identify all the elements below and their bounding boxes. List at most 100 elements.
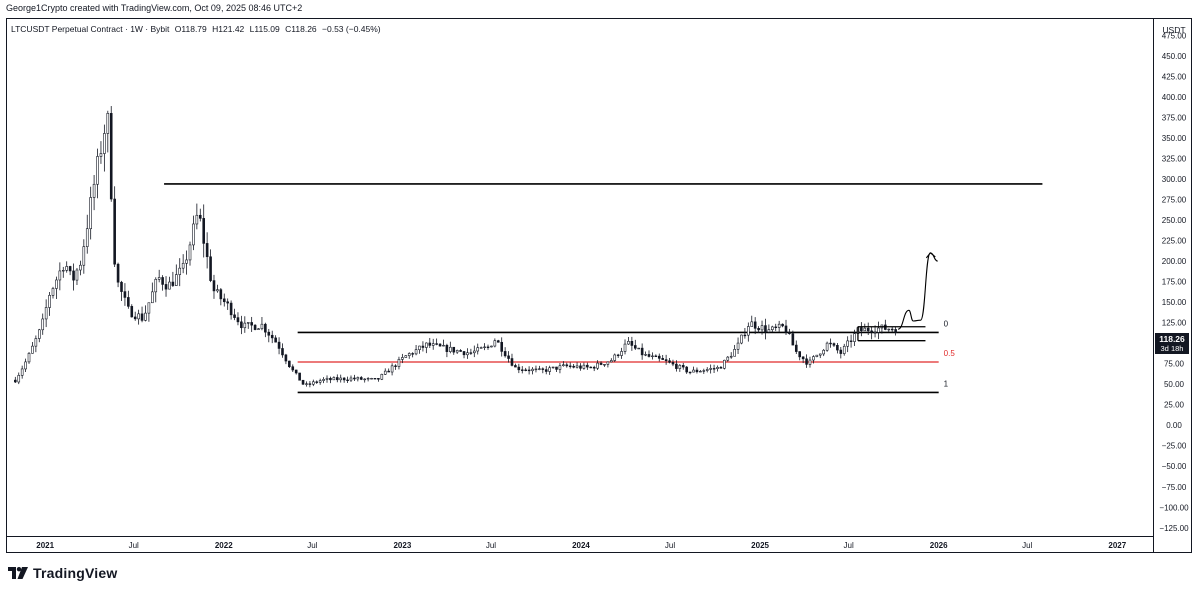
candle [805,354,808,368]
candle-body-up [473,350,476,354]
candle-body-down [486,346,490,348]
candle [695,367,699,374]
candle-body-up [425,342,428,348]
price-tick-label: 375.00 [1162,113,1187,122]
tradingview-brand[interactable]: TradingView [8,565,117,581]
candle [445,343,449,358]
candle-body-down [681,365,685,368]
candle-body-down [435,343,438,345]
candle [685,366,688,374]
candle [294,369,298,375]
candle [140,306,144,323]
candle [455,349,459,354]
candle-body-down [250,322,253,326]
candle-body-up [48,295,51,308]
candle-body-up [558,365,562,370]
candle-body-up [243,322,247,329]
candle-body-up [181,262,185,269]
candle [589,366,593,369]
candle [894,326,897,336]
symbol-legend: LTCUSDT Perpetual Contract · 1W · Bybit … [11,24,384,34]
candle-body-up [431,343,435,346]
candle-body-down [712,368,716,370]
candle-body-down [719,367,723,369]
legend-change: −0.53 (−0.45%) [322,24,381,34]
candle [534,365,538,373]
price-tick-label: −125.00 [1159,524,1189,533]
candle-body-down [233,314,236,318]
candle-body-down [161,277,164,285]
candle [613,353,617,363]
candle [185,250,188,275]
candle [801,356,805,364]
legend-open: O118.79 [174,24,207,34]
candle-body-down [671,362,675,365]
candle [168,276,171,290]
price-axis[interactable]: 475.00 450.00 425.00 400.00 375.00 350.00 325.… [1159,31,1189,532]
candle-body-up [370,377,373,380]
candle-body-up [85,228,89,247]
legend-high: H121.42 [212,24,245,34]
candle-body-down [459,350,462,352]
candle-body-down [616,354,620,357]
candle-body-down [359,377,363,380]
candle [531,367,534,375]
candle-body-up [82,246,86,266]
candle-body-up [79,264,82,271]
candle-body-down [503,351,507,357]
candle [61,266,65,278]
candle [325,375,329,383]
fib-level-label: 0 [944,319,949,328]
last-price-value: 118.26 [1159,334,1185,344]
candle [438,343,442,347]
time-axis[interactable]: 2021 Jul 2022 Jul 2023 Jul 2024 Jul 2025 Jul 2026 J… [36,541,1126,550]
candle [610,358,613,363]
candle [544,366,548,375]
candle-body-up [747,326,750,336]
candle-body-up [401,357,404,360]
fib-level-label: 0.5 [944,349,956,358]
candle [401,353,404,364]
last-price-tag-bg [1155,333,1189,354]
tradingview-logo-icon [8,567,28,579]
candle-body-up [716,367,719,369]
candle [24,358,27,373]
candle-body-up [853,333,856,342]
candle [750,315,754,327]
price-tick-label: −50.00 [1162,462,1187,471]
candle-body-up [606,361,610,365]
candle-body-up [610,360,613,363]
candle-body-down [661,358,664,360]
price-tick-label: −75.00 [1162,483,1187,492]
candle [726,355,730,362]
candle-body-up [551,366,555,369]
price-tick-label: 400.00 [1162,93,1187,102]
candle-body-up [702,370,706,372]
candle-body-up [356,377,360,380]
candle [829,338,832,348]
candle [449,341,452,354]
candle [877,321,880,340]
candle-body-up [726,356,730,361]
candle [753,317,757,335]
candle [651,352,654,360]
candle-body-up [414,349,418,355]
candle-body-down [757,328,760,331]
legend-close: C118.26 [285,24,317,34]
candle [575,362,579,369]
candle [133,311,137,321]
candle [709,364,712,374]
candle [538,365,541,371]
candle [387,368,390,373]
candle-body-up [17,375,21,383]
candle [500,337,504,357]
candle-body-up [44,307,48,320]
candle-body-down [329,377,332,381]
candle [103,124,106,172]
candle-body-down [253,324,257,330]
candle [565,362,569,368]
candle-body-down [209,256,212,281]
candle-body-down [657,355,661,359]
candle-body-up [325,377,329,380]
